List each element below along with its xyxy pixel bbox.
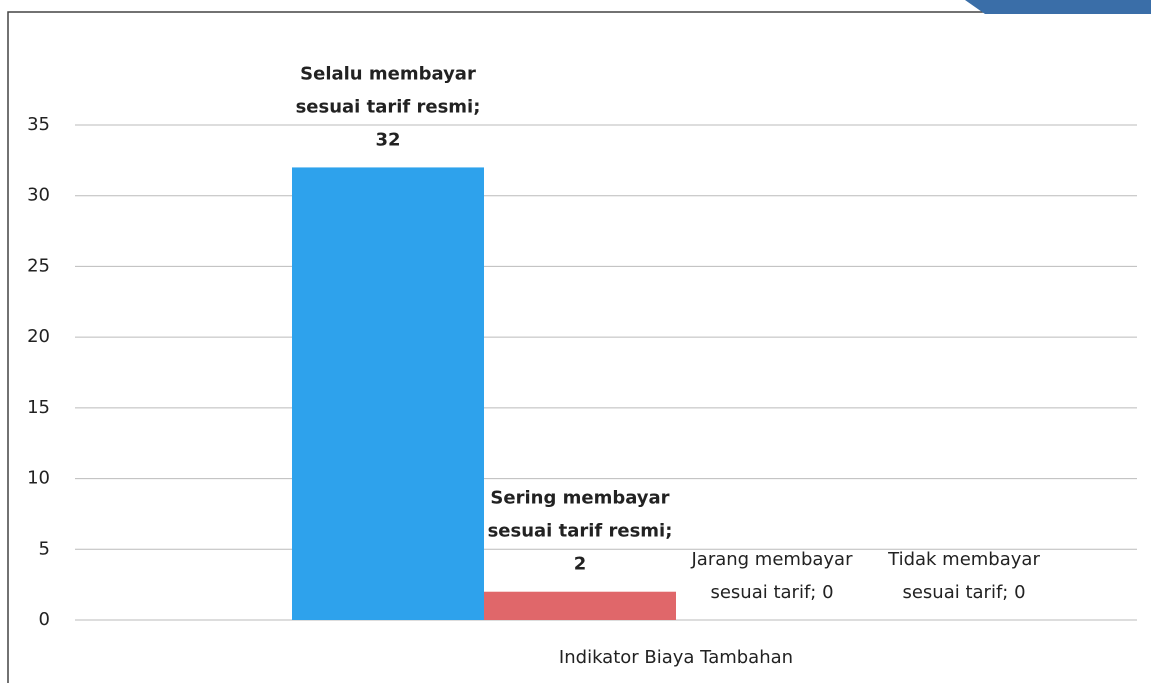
y-tick-label: 15: [27, 397, 50, 418]
y-tick-label: 0: [39, 609, 50, 630]
data-label: Tidak membayar sesuai tarif; 0: [887, 549, 1040, 603]
y-tick-label: 25: [27, 255, 50, 276]
y-tick-label: 5: [39, 538, 50, 559]
y-tick-label: 35: [27, 114, 50, 135]
y-tick-label: 10: [27, 468, 50, 489]
bar: [292, 167, 484, 620]
x-tick-label: Indikator Biaya Tambahan: [559, 647, 793, 668]
data-label: Jarang membayar sesuai tarif; 0: [690, 549, 853, 603]
data-label: Selalu membayar sesuai tarif resmi; 32: [296, 63, 481, 150]
corner-decoration: [965, 0, 1151, 14]
y-tick-label: 20: [27, 326, 50, 347]
y-tick-label: 30: [27, 185, 50, 206]
data-label: Sering membayar sesuai tarif resmi; 2: [488, 488, 673, 575]
bar: [484, 591, 676, 620]
chart-frame: [7, 11, 1151, 683]
